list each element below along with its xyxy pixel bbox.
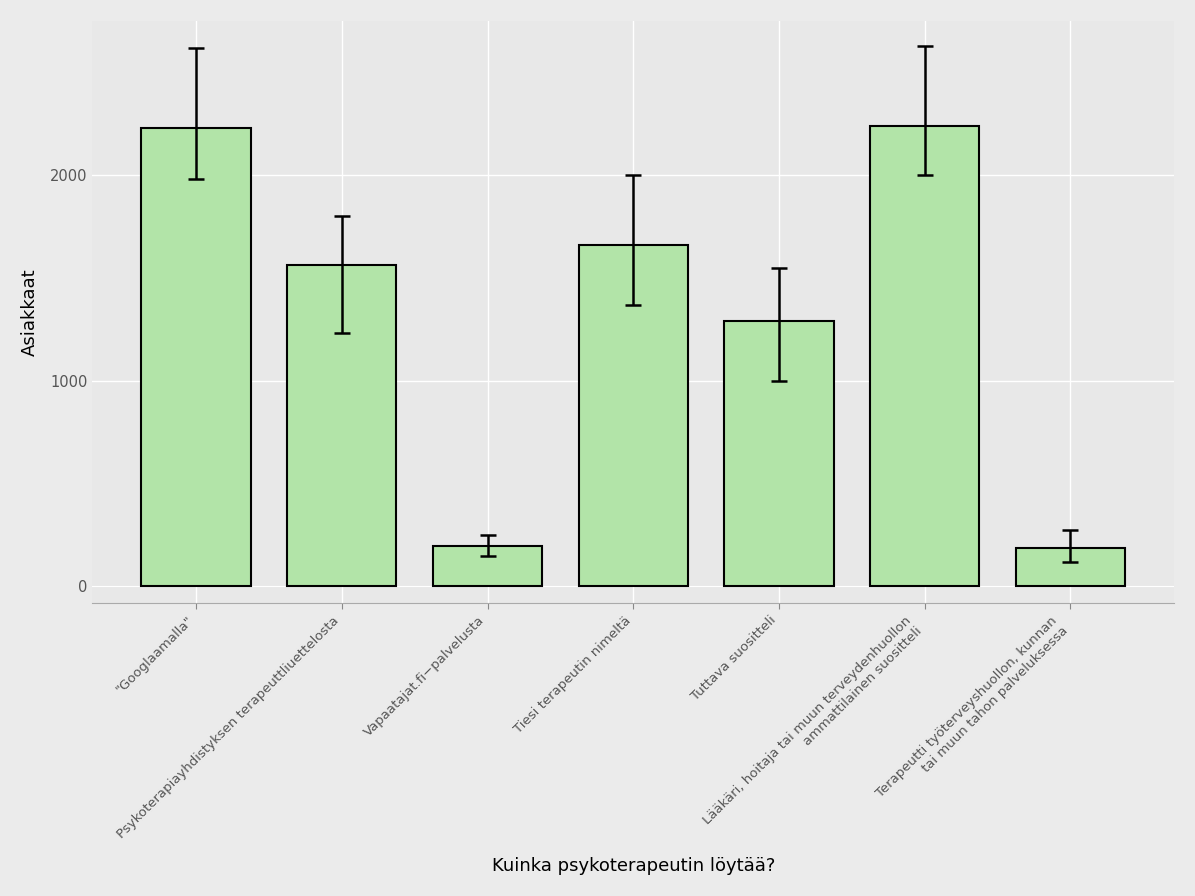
X-axis label: Kuinka psykoterapeutin löytää?: Kuinka psykoterapeutin löytää? xyxy=(491,857,774,875)
Bar xyxy=(870,125,979,586)
Bar xyxy=(433,547,543,586)
Y-axis label: Asiakkaat: Asiakkaat xyxy=(20,268,38,356)
Bar xyxy=(141,128,251,586)
Bar xyxy=(287,265,397,586)
Bar xyxy=(578,245,688,586)
Bar xyxy=(724,321,834,586)
Bar xyxy=(1016,548,1124,586)
